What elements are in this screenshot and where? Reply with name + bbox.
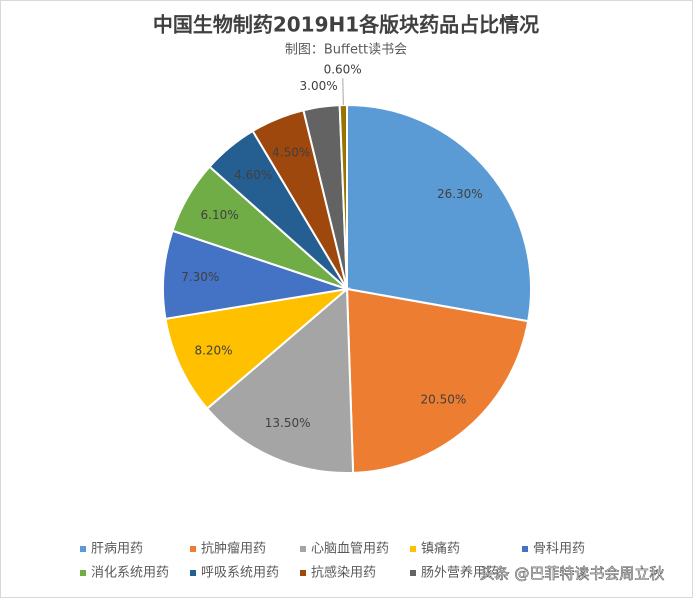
data-label: 4.50%	[272, 145, 310, 159]
data-label: 3.00%	[300, 79, 338, 93]
legend-marker	[190, 570, 196, 576]
pie: 26.30% 20.50% 13.50% 8.20% 7.30% 6.10% 4.60%4.…	[162, 63, 532, 474]
legend-label: 镇痛药	[421, 541, 460, 557]
leader-line	[342, 78, 344, 106]
legend-label: 肝病用药	[91, 542, 143, 557]
chart-subtitle: 制图：Buffett读书会	[285, 43, 407, 58]
legend-label: 抗肿瘤用药	[201, 541, 266, 557]
legend-marker	[300, 546, 306, 552]
data-label: 4.60%	[234, 168, 272, 182]
legend-marker	[522, 546, 528, 552]
pie-slice	[345, 287, 530, 474]
chart-title: 中国生物制药2019H1各版块药品占比情况	[153, 13, 539, 37]
data-label: 26.30%	[437, 187, 483, 201]
legend-marker	[190, 546, 196, 552]
pie-slice	[205, 286, 355, 474]
legend-label: 肠外营养用药	[421, 565, 499, 581]
legend-label: 心脑血管用药	[311, 542, 389, 557]
watermark: 头条 @巴菲特读书会周立秋	[480, 565, 665, 583]
legend-marker	[80, 546, 86, 552]
legend-label: 抗感染用药	[311, 565, 376, 581]
legend-marker	[80, 570, 86, 576]
legend-marker	[300, 570, 306, 576]
legend-label: 骨科用药	[533, 542, 585, 557]
data-label: 8.20%	[194, 344, 232, 358]
data-label: 0.60%	[324, 63, 362, 77]
legend-label: 呼吸系统用药	[201, 566, 279, 581]
legend-marker	[410, 546, 416, 552]
legend-marker	[410, 570, 416, 576]
data-label: 13.50%	[265, 416, 311, 430]
data-label: 20.50%	[421, 393, 467, 407]
pie-slice	[164, 287, 351, 410]
data-label: 7.30%	[181, 270, 219, 284]
pie-slice	[346, 103, 532, 323]
data-label: 6.10%	[201, 208, 239, 222]
legend-label: 消化系统用药	[91, 566, 169, 581]
